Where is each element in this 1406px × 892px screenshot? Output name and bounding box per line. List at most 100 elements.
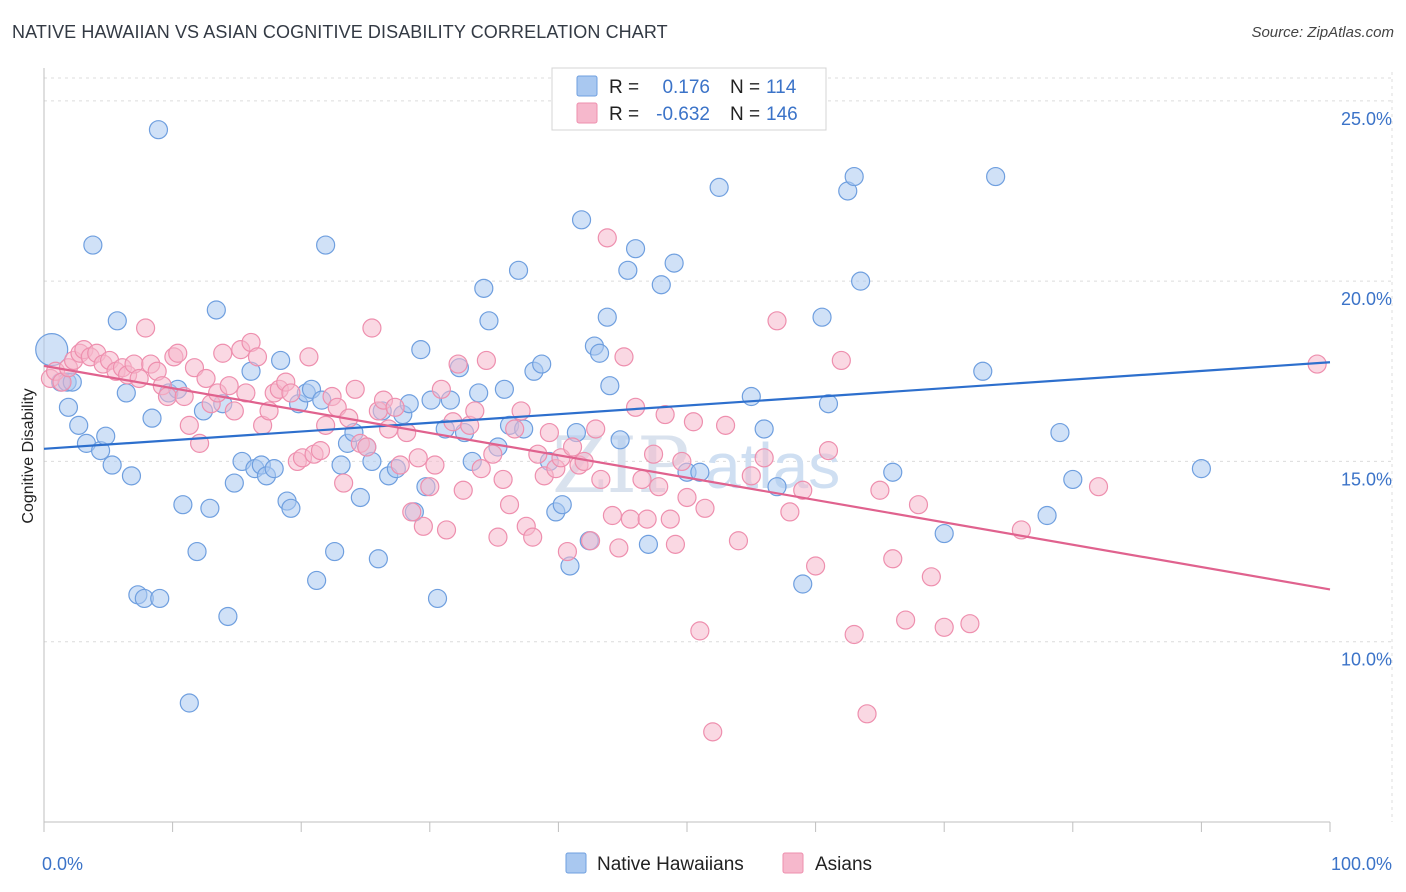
- as-point-65: [413, 516, 433, 536]
- as-point-15: [129, 368, 149, 389]
- as-point-64: [408, 448, 428, 468]
- as-point-69: [436, 520, 457, 540]
- legend-r-value-2: -0.632: [656, 104, 710, 125]
- as-point-99: [609, 538, 629, 558]
- as-point-118: [741, 466, 761, 486]
- as-point-36: [247, 347, 268, 367]
- nh-point-93: [651, 275, 671, 295]
- as-point-94: [580, 531, 601, 551]
- as-point-90: [557, 541, 578, 562]
- as-point-112: [683, 412, 704, 432]
- legend-r-label-1: R =: [609, 77, 639, 98]
- as-point-132: [921, 567, 941, 587]
- as-point-71: [448, 354, 468, 374]
- nh-point-109: [973, 361, 993, 381]
- nh-point-106: [851, 271, 871, 291]
- as-point-77: [483, 444, 503, 464]
- legend-stats-box: [551, 67, 827, 131]
- nh-point-7: [83, 235, 103, 255]
- as-point-91: [562, 437, 583, 457]
- nh-point-80: [552, 495, 572, 515]
- legend-n-value-1: 114: [766, 77, 797, 98]
- nh-point-45: [325, 541, 345, 562]
- legend-stats: R = 0.176 N = 114 R = -0.632 N = 146: [551, 67, 827, 131]
- series-native-hawaiians: [35, 120, 1212, 713]
- as-point-98: [602, 505, 623, 526]
- nh-point-72: [494, 379, 514, 399]
- nh-point-83: [571, 210, 592, 230]
- as-point-48: [316, 415, 336, 435]
- nh-point-111: [1037, 505, 1057, 526]
- legend-pink-swatch: [576, 102, 598, 124]
- nh-point-35: [264, 459, 284, 479]
- as-point-102: [625, 397, 646, 417]
- as-point-95: [586, 419, 606, 439]
- as-point-120: [767, 311, 787, 331]
- nh-point-89: [610, 430, 630, 450]
- nh-point-112: [1050, 422, 1070, 443]
- as-point-127: [857, 704, 877, 724]
- legend-native-hawaiians-swatch: [565, 852, 587, 874]
- as-point-117: [728, 531, 749, 551]
- as-point-119: [754, 448, 774, 468]
- nh-point-13: [121, 466, 142, 486]
- nh-point-94: [664, 253, 684, 273]
- as-point-75: [471, 459, 491, 479]
- legend-blue-swatch: [576, 75, 598, 97]
- as-point-128: [870, 480, 890, 500]
- as-point-56: [362, 318, 382, 338]
- nh-point-113: [1063, 469, 1083, 490]
- x-tick-label-0: 0.0%: [42, 854, 83, 874]
- nh-point-100: [767, 477, 787, 497]
- trend-lines: [43, 361, 1331, 591]
- as-point-30: [213, 343, 233, 363]
- as-point-108: [660, 509, 680, 529]
- nh-point-103: [818, 394, 839, 414]
- legend-r-value-1: 0.176: [662, 77, 710, 98]
- as-point-16: [135, 318, 156, 338]
- as-point-24: [179, 415, 199, 435]
- legend-n-value-2: 146: [766, 104, 798, 125]
- nh-point-88: [600, 376, 620, 396]
- as-point-105: [643, 444, 664, 464]
- as-point-116: [715, 415, 736, 435]
- y-tick-label-3: 25.0%: [1341, 109, 1392, 129]
- as-point-130: [896, 610, 916, 630]
- nh-point-11: [107, 311, 127, 331]
- axes: [43, 68, 1331, 832]
- nh-point-91: [625, 239, 646, 259]
- as-point-123: [805, 556, 826, 576]
- as-point-96: [591, 469, 611, 490]
- as-point-125: [831, 350, 851, 371]
- nh-point-105: [844, 166, 864, 187]
- as-point-78: [488, 527, 508, 547]
- nh-point-98: [741, 386, 761, 407]
- as-point-79: [493, 469, 513, 490]
- as-point-113: [690, 621, 710, 641]
- as-point-53: [345, 379, 365, 399]
- as-point-74: [465, 401, 485, 421]
- as-point-97: [597, 228, 617, 248]
- as-point-100: [614, 347, 634, 367]
- nh-point-16: [142, 408, 162, 428]
- x-tick-label-1: 100.0%: [1331, 854, 1392, 874]
- nh-point-68: [469, 383, 489, 403]
- nh-point-28: [218, 606, 238, 627]
- nh-point-3: [58, 397, 79, 417]
- as-point-61: [390, 455, 410, 475]
- nh-point-59: [411, 340, 431, 360]
- as-point-124: [818, 441, 839, 461]
- nh-point-62: [427, 588, 448, 609]
- as-point-85: [528, 444, 548, 464]
- nh-point-12: [116, 383, 136, 403]
- legend-asians-label: Asians: [815, 854, 872, 875]
- nh-point-36: [271, 350, 291, 371]
- as-point-111: [677, 487, 697, 508]
- trend-native-hawaiians: [43, 361, 1331, 450]
- nh-point-97: [709, 177, 729, 197]
- as-point-109: [665, 534, 686, 554]
- as-point-51: [334, 473, 354, 493]
- legend-series: Native Hawaiians Asians: [565, 852, 872, 875]
- y-tick-labels: 10.0% 15.0% 20.0% 25.0%: [1341, 109, 1392, 670]
